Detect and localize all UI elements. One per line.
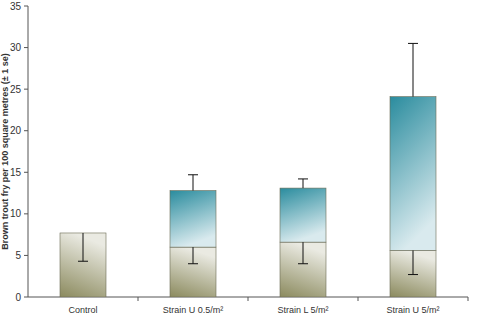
y-tick-label: 30 <box>10 42 22 53</box>
error-bar <box>408 43 418 96</box>
error-bar <box>298 242 308 264</box>
y-axis-line <box>28 6 29 297</box>
x-tick <box>358 297 359 301</box>
error-bar-cap <box>408 43 418 44</box>
y-tick-label: 0 <box>15 292 21 303</box>
error-bar-stem <box>413 43 414 96</box>
bar-segment <box>390 250 436 297</box>
error-bar <box>188 247 198 264</box>
y-tick <box>24 6 28 7</box>
error-bar-stem <box>193 247 194 264</box>
x-tick <box>138 297 139 301</box>
chart: 0 5 10 15 20 25 30 35 Brown trout fry per 100 sq… <box>0 0 500 319</box>
bar-segment <box>280 188 326 242</box>
error-bar-cap <box>188 263 198 264</box>
error-bar-stem <box>303 242 304 264</box>
y-axis-title: Brown trout fry per 100 square metres (±… <box>0 53 10 250</box>
x-axis: Control Strain U 0.5/m² Strain L 5/m² Strai… <box>28 297 468 315</box>
y-tick <box>24 255 28 256</box>
error-bar-cap <box>78 261 88 262</box>
error-bar <box>298 179 308 188</box>
y-tick <box>24 130 28 131</box>
x-tick-label: Strain U 0.5/m² <box>163 305 224 315</box>
y-axis: 0 5 10 15 20 25 30 35 <box>10 1 28 303</box>
y-tick <box>24 213 28 214</box>
y-tick-label: 10 <box>10 208 22 219</box>
y-tick <box>24 172 28 173</box>
y-tick <box>24 89 28 90</box>
y-tick-label: 25 <box>10 84 22 95</box>
x-tick-label: Strain L 5/m² <box>277 305 328 315</box>
error-bar-stem <box>193 175 194 191</box>
plot-area <box>60 43 436 297</box>
error-bar <box>188 175 198 191</box>
x-tick-label: Strain U 5/m² <box>386 305 439 315</box>
y-tick-label: 20 <box>10 125 22 136</box>
x-tick-label: Control <box>68 305 97 315</box>
error-bar-stem <box>303 179 304 188</box>
x-tick <box>468 297 469 301</box>
bar-segment <box>390 97 436 251</box>
error-bar-cap <box>188 174 198 175</box>
chart-container: 0 5 10 15 20 25 30 35 Brown trout fry per 100 sq… <box>0 0 500 319</box>
y-tick <box>24 47 28 48</box>
bar-segment <box>280 242 326 297</box>
error-bar-cap <box>408 274 418 275</box>
error-bar-cap <box>298 178 308 179</box>
bar-segment <box>170 247 216 297</box>
error-bar <box>408 250 418 274</box>
y-tick-label: 15 <box>10 167 22 178</box>
error-bar-stem <box>413 250 414 274</box>
y-tick-label: 5 <box>15 250 21 261</box>
bar-segment <box>170 191 216 248</box>
error-bar <box>78 233 88 261</box>
y-tick-label: 35 <box>10 1 22 12</box>
x-tick <box>248 297 249 301</box>
y-tick <box>24 297 28 298</box>
error-bar-stem <box>83 233 84 261</box>
error-bars <box>78 43 418 274</box>
error-bar-cap <box>298 263 308 264</box>
bar-segment <box>60 233 106 297</box>
bars <box>60 97 436 297</box>
